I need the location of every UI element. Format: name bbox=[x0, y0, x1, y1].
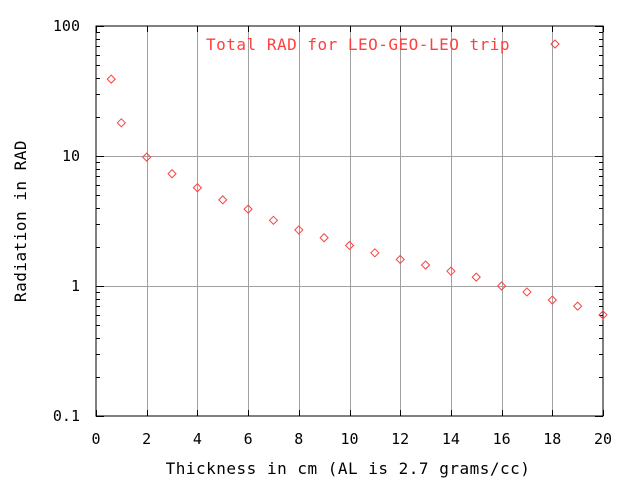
plot-frame bbox=[95, 25, 604, 417]
y-axis-tick-labels: 0.1 1 10 100 bbox=[53, 17, 80, 425]
data-point bbox=[370, 248, 380, 258]
x-tick-label: 6 bbox=[244, 430, 253, 448]
data-point bbox=[294, 225, 304, 235]
grid bbox=[96, 26, 603, 416]
data-points bbox=[106, 74, 608, 320]
data-point bbox=[496, 281, 507, 291]
y-tick-label: 100 bbox=[53, 17, 80, 35]
y-tick-label: 0.1 bbox=[53, 407, 80, 425]
legend-marker bbox=[550, 39, 560, 49]
data-point bbox=[218, 195, 228, 205]
x-tick-label: 12 bbox=[391, 430, 409, 448]
x-tick-label: 4 bbox=[193, 430, 202, 448]
data-point bbox=[572, 301, 583, 311]
y-tick-label: 1 bbox=[71, 277, 80, 295]
data-point bbox=[268, 215, 279, 226]
y-tick-label: 10 bbox=[62, 147, 80, 165]
data-point bbox=[471, 272, 481, 282]
x-tick-label: 10 bbox=[340, 430, 358, 448]
x-tick-label: 8 bbox=[294, 430, 303, 448]
data-point bbox=[192, 183, 203, 193]
data-point bbox=[106, 74, 116, 84]
data-point bbox=[522, 287, 532, 297]
x-tick-label: 2 bbox=[142, 430, 151, 448]
x-axis-tick-labels: 0 2 4 6 8 10 12 14 16 18 20 bbox=[91, 430, 612, 448]
x-tick-label: 16 bbox=[493, 430, 511, 448]
y-axis-title: Radiation in RAD bbox=[11, 140, 30, 302]
legend-label: Total RAD for LEO-GEO-LEO trip bbox=[206, 35, 510, 54]
data-point bbox=[395, 254, 405, 265]
data-point bbox=[344, 240, 355, 251]
data-point bbox=[598, 310, 608, 320]
data-point bbox=[446, 266, 456, 276]
data-point bbox=[319, 233, 329, 243]
legend: Total RAD for LEO-GEO-LEO trip bbox=[206, 35, 560, 54]
x-tick-label: 20 bbox=[594, 430, 612, 448]
axis-ticks bbox=[96, 26, 604, 417]
data-point bbox=[547, 295, 558, 305]
data-point bbox=[141, 152, 152, 162]
x-tick-label: 14 bbox=[442, 430, 460, 448]
x-tick-label: 18 bbox=[543, 430, 561, 448]
x-tick-label: 0 bbox=[91, 430, 100, 448]
data-point bbox=[243, 204, 253, 214]
data-point bbox=[116, 118, 127, 128]
data-point bbox=[167, 169, 177, 179]
x-axis-title: Thickness in cm (AL is 2.7 grams/cc) bbox=[166, 459, 531, 478]
data-point bbox=[420, 260, 431, 270]
